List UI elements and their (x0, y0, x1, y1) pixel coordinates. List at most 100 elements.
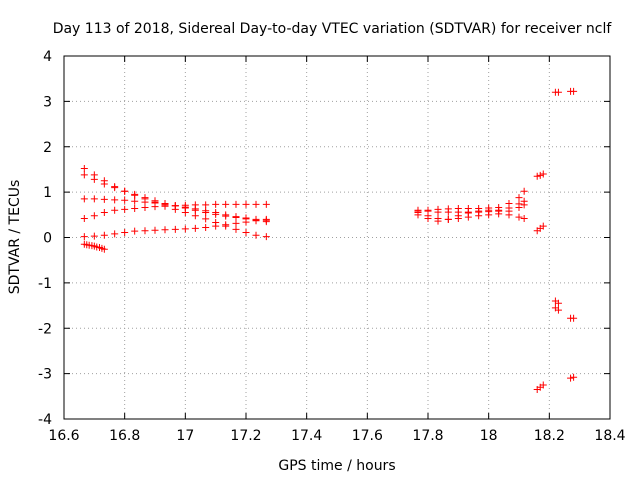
data-point (515, 200, 523, 208)
series-arc-5 (80, 200, 270, 222)
data-point (111, 230, 119, 238)
data-point (434, 217, 442, 225)
data-point (495, 206, 503, 214)
series-arc-3 (80, 171, 270, 226)
data-point (505, 204, 513, 212)
data-point (202, 224, 210, 232)
data-point (232, 225, 240, 233)
data-point (80, 171, 88, 179)
plot-frame (63, 55, 611, 420)
data-point (80, 195, 88, 203)
y-tick-label: 0 (43, 231, 52, 247)
data-point (141, 204, 149, 212)
data-point (444, 208, 452, 216)
series-arc-1 (80, 240, 108, 253)
y-tick-label: 4 (43, 49, 52, 65)
x-tick-label: 17.6 (352, 428, 383, 444)
data-point (131, 197, 139, 205)
data-point (424, 214, 432, 222)
grid (64, 56, 610, 419)
data-point (161, 226, 169, 234)
data-point (90, 212, 98, 220)
data-point (202, 207, 210, 215)
data-point (414, 206, 422, 214)
data-point (121, 196, 129, 204)
x-tick-label: 17.4 (291, 428, 322, 444)
series-arc-9 (414, 206, 528, 225)
data-point (520, 197, 528, 205)
data-point (444, 215, 452, 223)
x-tick-label: 16.6 (48, 428, 79, 444)
data-point (551, 304, 559, 312)
data-point (262, 233, 270, 241)
data-point (554, 299, 562, 307)
data-point (100, 195, 108, 203)
data-point (570, 373, 578, 381)
chart-title: Day 113 of 2018, Sidereal Day-to-day VTE… (53, 21, 613, 37)
data-point (262, 215, 270, 223)
data-point (232, 213, 240, 221)
series-arc-7 (414, 187, 528, 215)
data-point (131, 204, 139, 212)
data-point (202, 201, 210, 209)
data-point (80, 233, 88, 241)
data-point (161, 202, 169, 210)
data-point (505, 211, 513, 219)
data-point (222, 211, 230, 219)
data-point (554, 88, 562, 96)
data-point (242, 229, 250, 237)
x-tick-labels: 16.6 16.8 17 17.2 17.4 17.6 17.8 18 18.2 18.4 (48, 428, 625, 444)
x-tick-label: 18.2 (534, 428, 565, 444)
data-point (454, 208, 462, 216)
data-point (80, 214, 88, 222)
data-point (80, 165, 88, 173)
y-tick-label: 3 (43, 94, 52, 110)
data-point (111, 196, 119, 204)
y-tick-label: -1 (38, 276, 52, 292)
data-point (212, 222, 220, 230)
data-point (434, 208, 442, 216)
data-point (539, 170, 547, 178)
data-point (181, 225, 189, 233)
x-axis-label: GPS time / hours (278, 458, 395, 474)
data-point (121, 187, 129, 195)
data-point (111, 184, 119, 192)
data-point (151, 203, 159, 211)
data-points (80, 87, 578, 394)
data-point (464, 208, 472, 216)
data-point (485, 208, 493, 216)
data-point (520, 187, 528, 195)
data-point (232, 200, 240, 208)
x-tick-label: 17.2 (230, 428, 261, 444)
data-point (90, 232, 98, 240)
data-point (202, 215, 210, 223)
data-point (100, 209, 108, 217)
series-arc-6 (80, 215, 270, 241)
data-point (111, 206, 119, 214)
data-point (100, 231, 108, 239)
data-point (424, 207, 432, 215)
data-point (121, 205, 129, 213)
data-point (212, 200, 220, 208)
data-point (242, 218, 250, 226)
x-tick-label: 18.4 (594, 428, 625, 444)
data-point (90, 175, 98, 183)
y-tick-label: -3 (38, 367, 52, 383)
data-point (181, 201, 189, 209)
data-point (171, 202, 179, 210)
data-point (232, 219, 240, 227)
data-point (539, 381, 547, 389)
data-point (570, 314, 578, 322)
y-tick-label: 1 (43, 185, 52, 201)
x-tick-label: 16.8 (109, 428, 140, 444)
x-tick-label: 17 (176, 428, 194, 444)
data-point (131, 227, 139, 235)
series-arc-10 (414, 197, 528, 216)
data-point (131, 190, 139, 198)
data-point (515, 194, 523, 202)
y-tick-label: 2 (43, 140, 52, 156)
x-tick-label: 18 (480, 428, 498, 444)
data-point (539, 222, 547, 230)
data-point (222, 221, 230, 229)
